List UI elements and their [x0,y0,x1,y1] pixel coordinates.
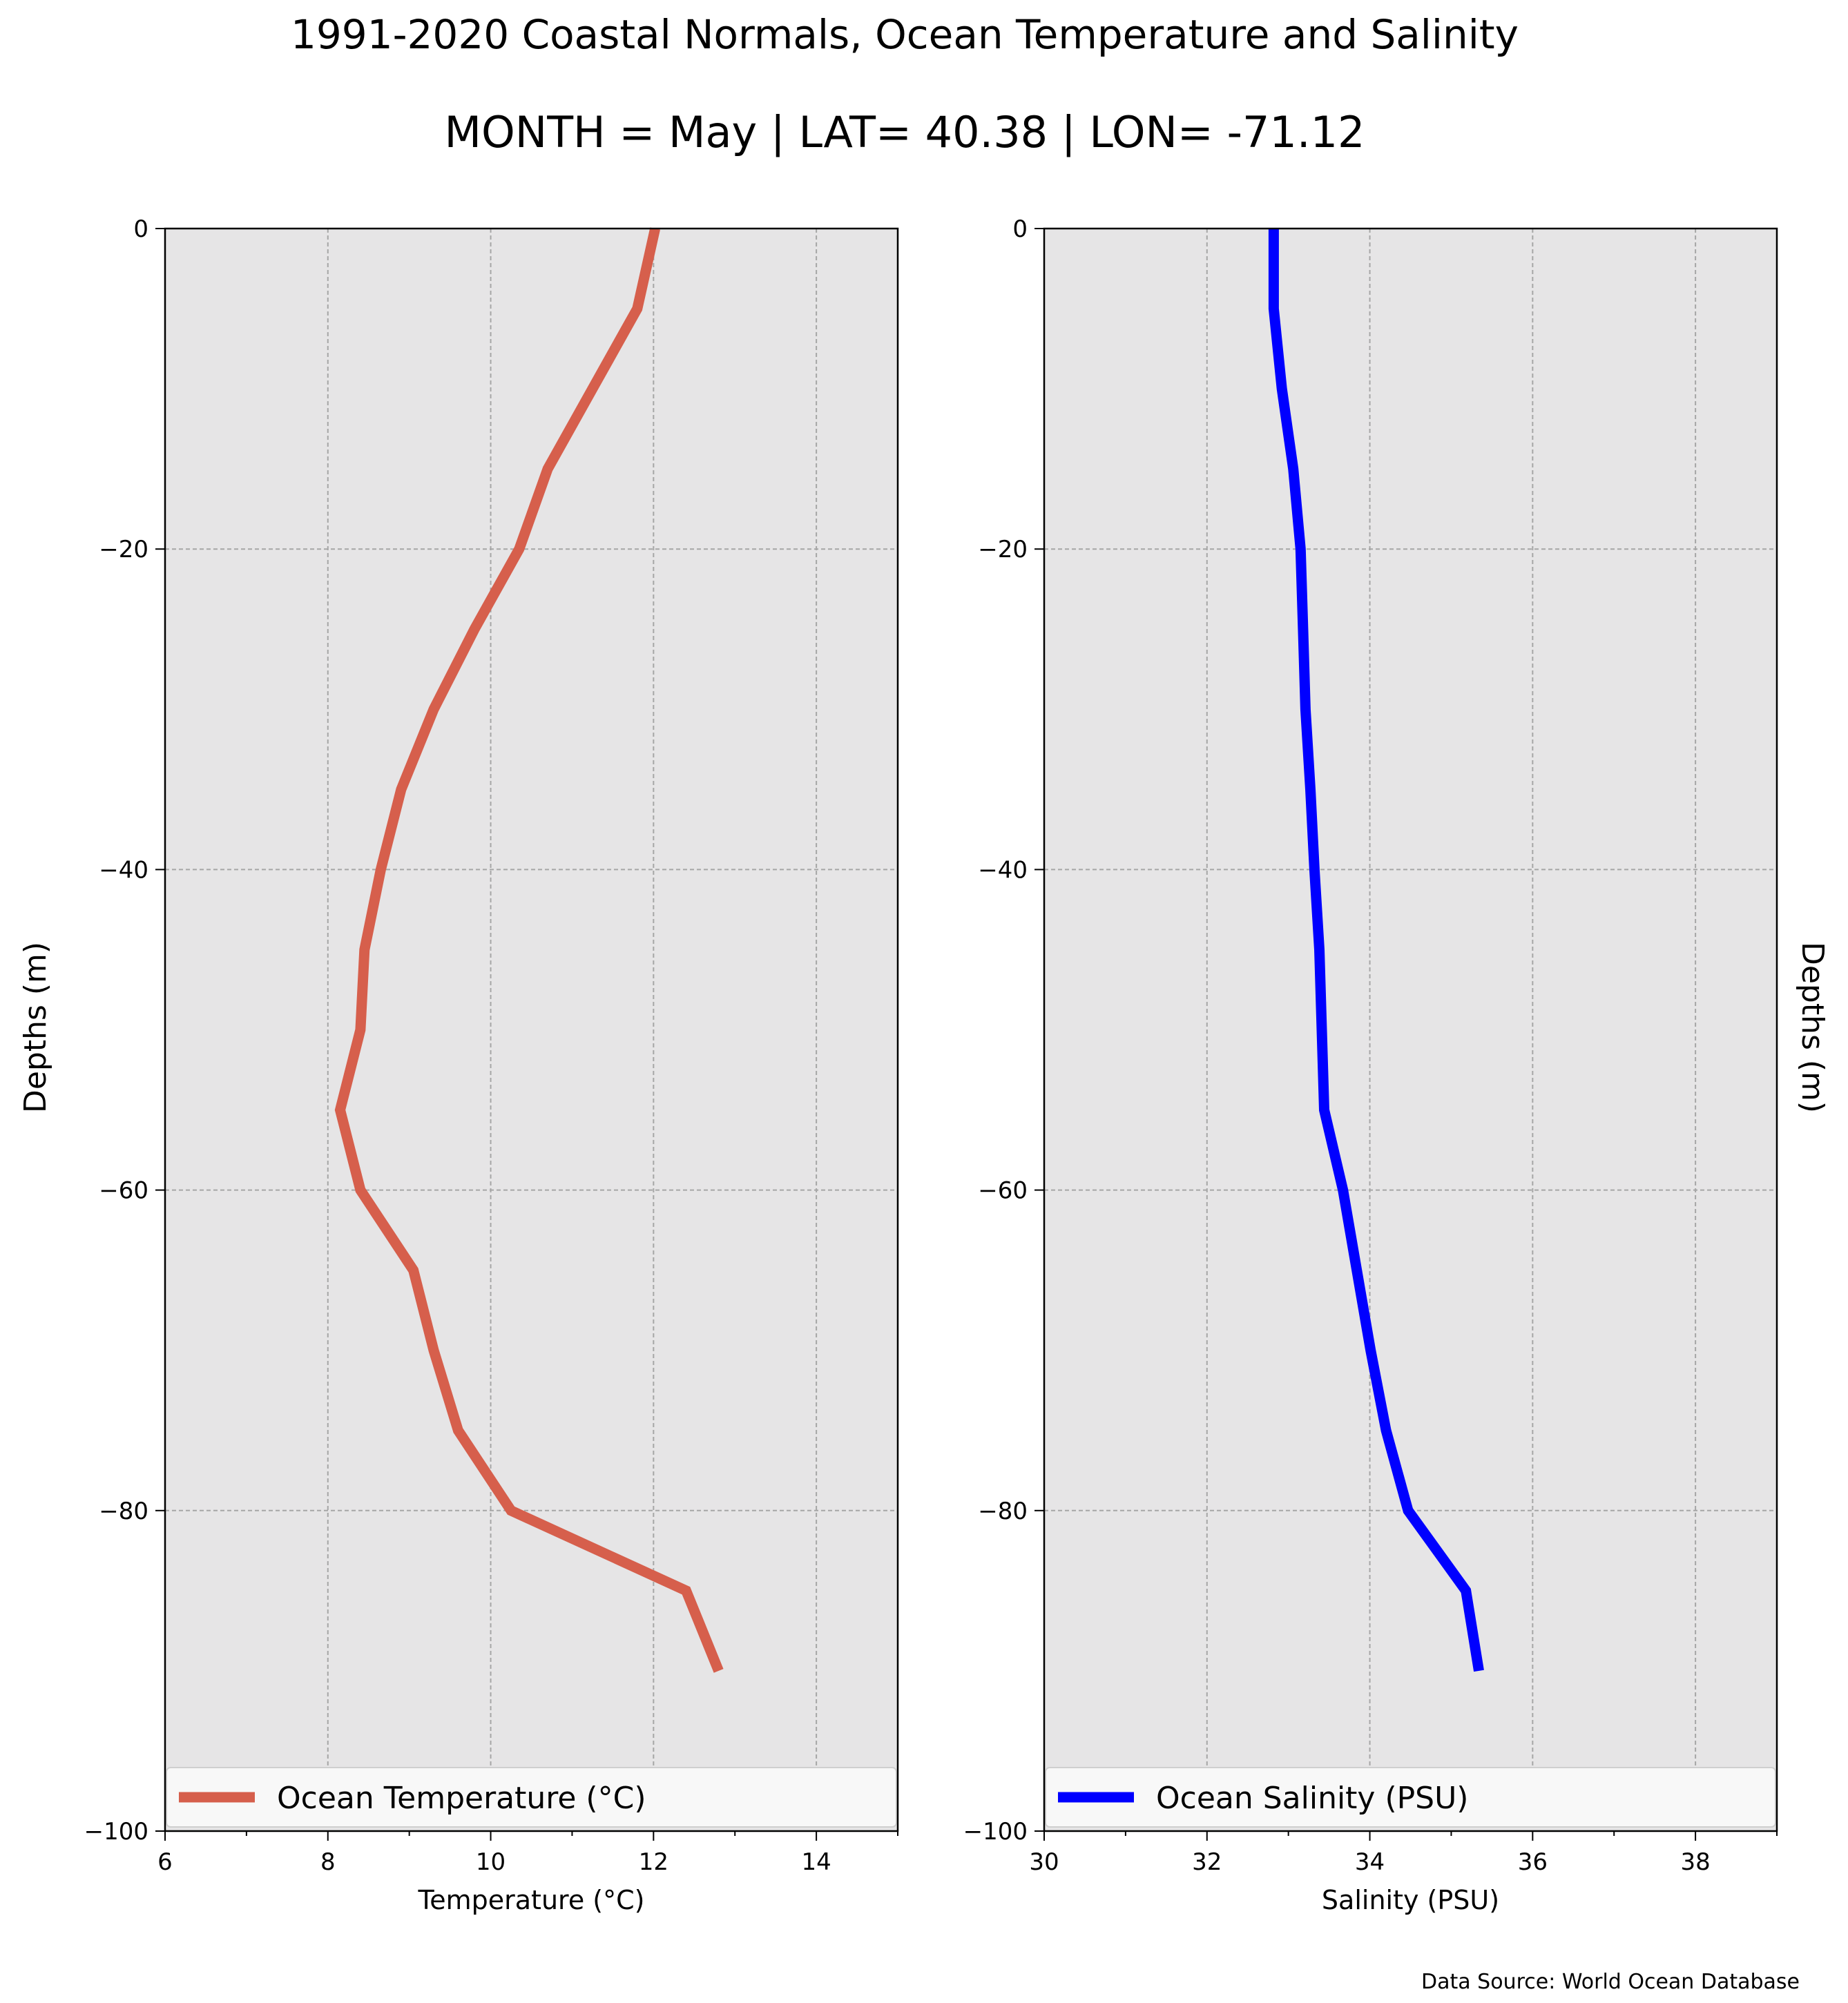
salinity-ytick-label: −20 [978,536,1028,563]
salinity-x-axis-label: Salinity (PSU) [1322,1885,1499,1915]
salinity-xtick-label: 32 [1192,1848,1222,1876]
temperature-xtick-label: 10 [476,1848,506,1876]
temperature-series-line [334,227,724,1673]
temperature-ytick-label: 0 [133,215,148,243]
salinity-panel: 30 32 34 36 38 0 −20 −40 −60 −80 −100 Salinity (PSU… [963,215,1778,1915]
figure-subtitle: MONTH = May | LAT= 40.38 | LON= -71.12 [445,107,1365,158]
salinity-series-line [1268,229,1484,1672]
temperature-legend-box [166,1767,897,1828]
temperature-ytick-label: −60 [99,1177,148,1205]
salinity-plot-background [1044,229,1777,1831]
temperature-ytick-label: −20 [99,536,148,563]
figure-title: 1991-2020 Coastal Normals, Ocean Tempera… [291,11,1519,58]
data-source-note: Data Source: World Ocean Database [1421,1970,1800,1994]
salinity-legend-box [1045,1767,1776,1828]
salinity-xtick-label: 34 [1355,1848,1385,1876]
temperature-x-axis-label: Temperature (°C) [418,1885,645,1915]
temperature-xtick-label: 8 [320,1848,336,1876]
salinity-xtick-label: 30 [1029,1848,1059,1876]
y-axis-label-left: Depths (m) [18,942,53,1113]
salinity-ytick-label: −40 [978,856,1028,884]
temperature-ytick-label: −40 [99,856,148,884]
salinity-ytick-label: 0 [1012,215,1028,243]
salinity-xtick-label: 38 [1680,1848,1710,1876]
salinity-ytick-label: −60 [978,1177,1028,1205]
temperature-xtick-label: 6 [157,1848,173,1876]
temperature-xtick-label: 12 [639,1848,668,1876]
salinity-ytick-label: −100 [963,1818,1028,1846]
temperature-legend: Ocean Temperature (°C) [166,1767,897,1828]
temperature-ytick-label: −100 [84,1818,148,1846]
temperature-xtick-label: 14 [801,1848,831,1876]
temperature-panel: 6 8 10 12 14 0 −20 −40 −60 −80 −100 Temperature (°C… [84,215,899,1915]
temperature-legend-label: Ocean Temperature (°C) [277,1781,646,1816]
salinity-axes-frame [1043,227,1778,1832]
temperature-axes-frame [164,227,899,1832]
salinity-legend-label: Ocean Salinity (PSU) [1156,1781,1468,1816]
temperature-plot-background [165,229,898,1831]
salinity-ytick-label: −80 [978,1498,1028,1525]
temperature-ytick-label: −80 [99,1498,148,1525]
y-axis-label-right: Depths (m) [1795,942,1830,1113]
salinity-legend: Ocean Salinity (PSU) [1045,1767,1776,1828]
salinity-xtick-label: 36 [1518,1848,1548,1876]
